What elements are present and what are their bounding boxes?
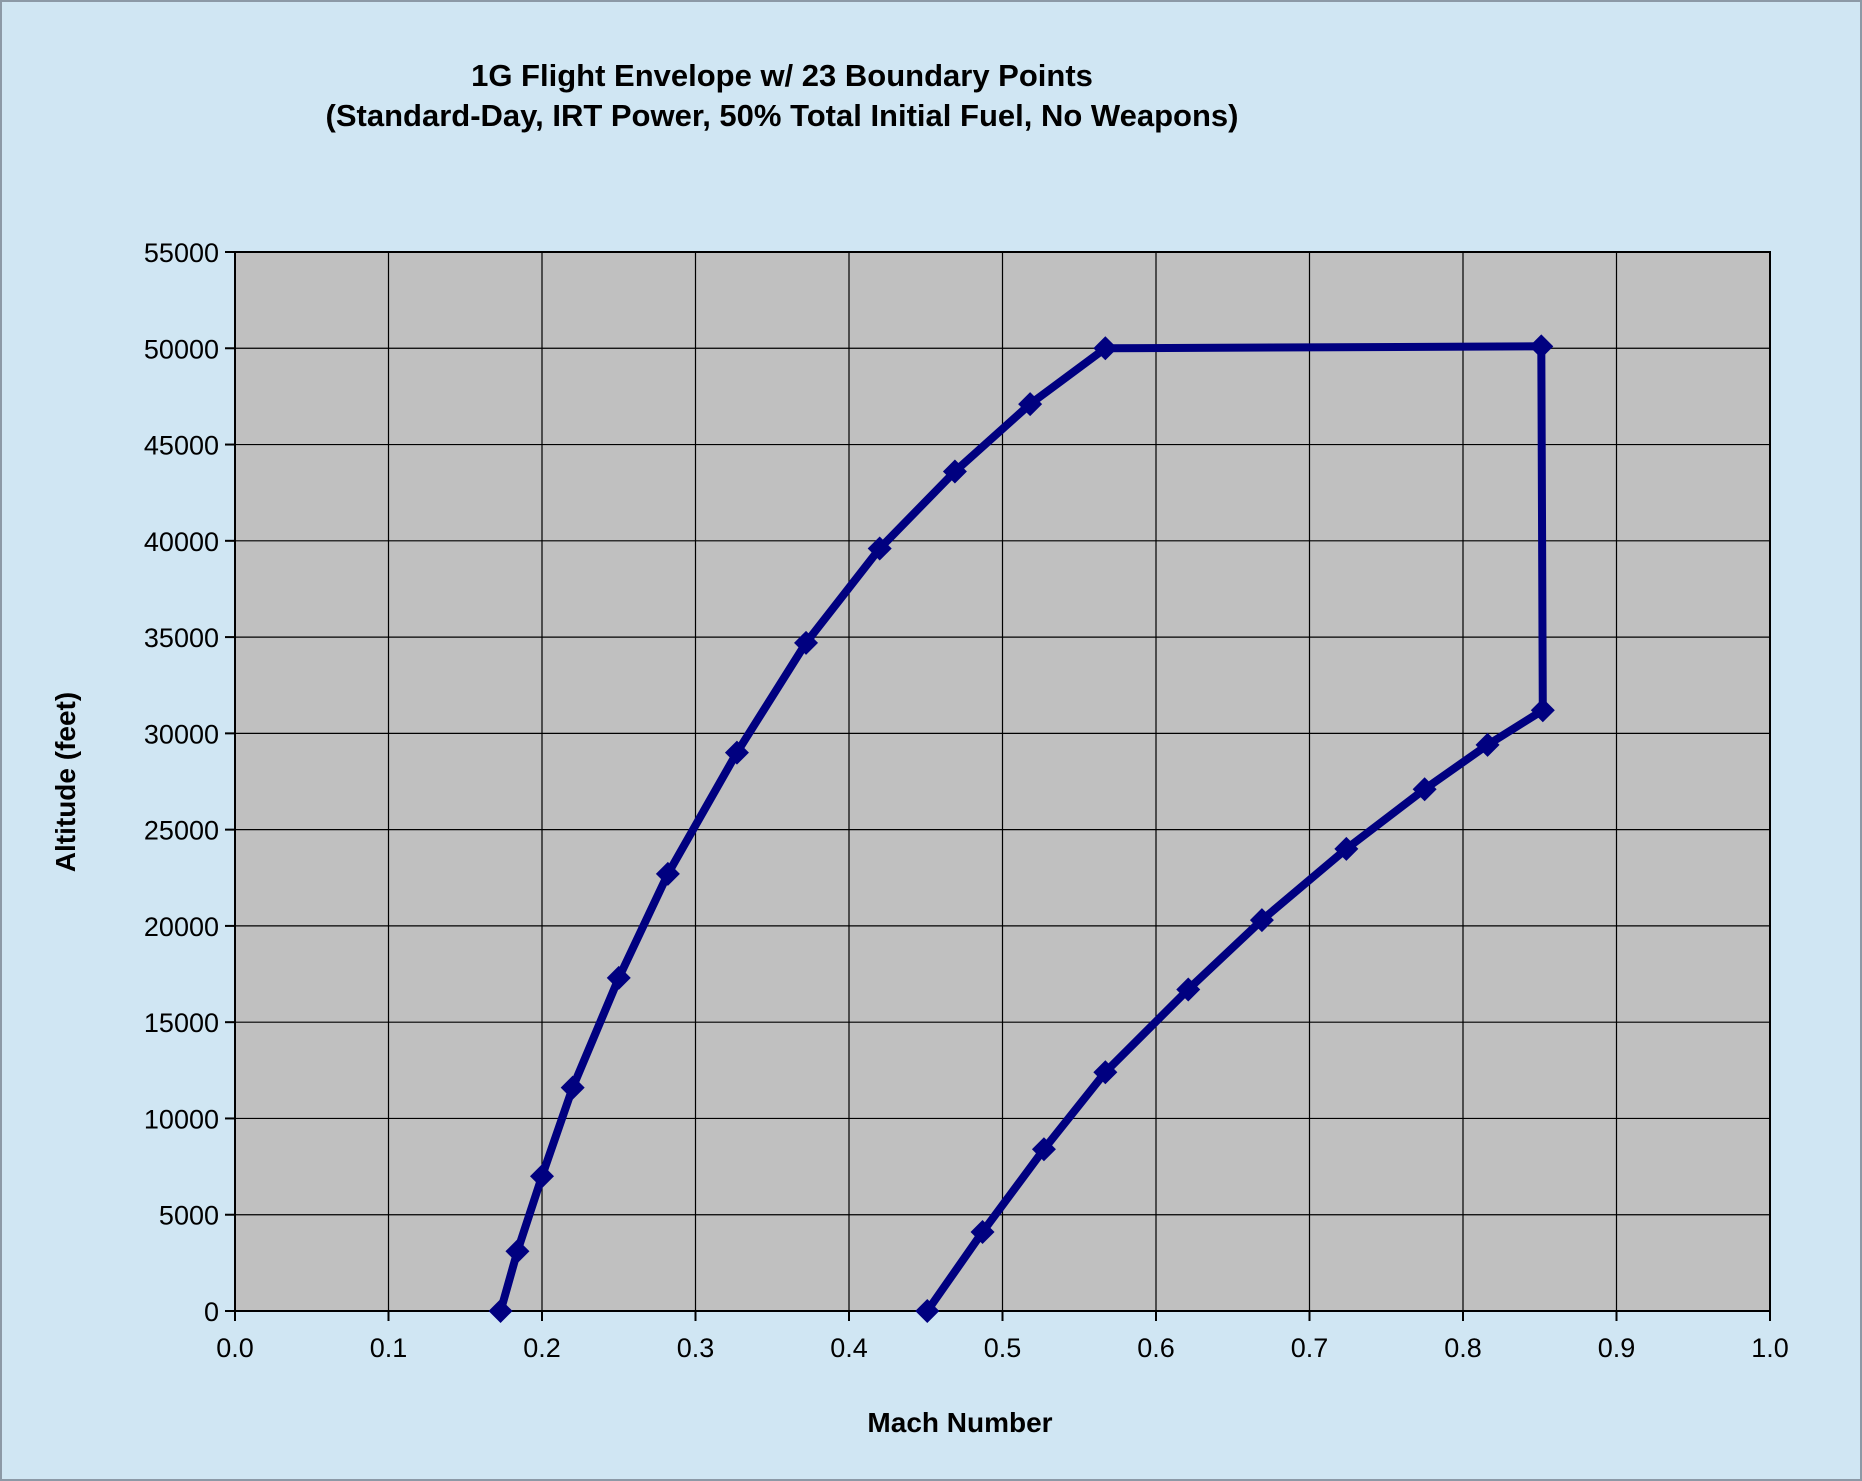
data-point-marker: [530, 1164, 554, 1189]
y-tick-label: 35000: [144, 623, 219, 653]
x-tick-label: 0.4: [830, 1333, 868, 1363]
y-tick-label: 50000: [144, 334, 219, 364]
data-point-marker: [1334, 836, 1359, 861]
data-point-marker: [655, 861, 680, 886]
data-point-marker: [488, 1299, 513, 1323]
data-series: [488, 334, 1555, 1323]
y-tick-label: 45000: [144, 431, 219, 461]
y-tick-label: 40000: [144, 527, 219, 557]
x-tick-label: 0.5: [984, 1333, 1022, 1363]
data-point-marker: [724, 740, 749, 765]
x-tick-label: 0.0: [216, 1333, 254, 1363]
x-tick-label: 0.6: [1137, 1333, 1175, 1363]
data-point-marker: [1093, 1060, 1118, 1085]
data-point-marker: [794, 630, 819, 655]
y-tick-label: 55000: [144, 238, 219, 268]
data-point-marker: [1412, 777, 1437, 802]
data-point-marker: [1031, 1137, 1056, 1162]
data-point-marker: [1176, 977, 1201, 1002]
data-point-marker: [867, 536, 892, 561]
data-point-marker: [606, 965, 631, 990]
y-tick-label: 5000: [159, 1201, 219, 1231]
x-tick-label: 0.1: [370, 1333, 408, 1363]
data-point-marker: [1475, 732, 1500, 757]
y-tick-label: 25000: [144, 816, 219, 846]
chart-title: 1G Flight Envelope w/ 23 Boundary Points: [471, 58, 1093, 93]
gridlines: [234, 251, 1771, 1312]
data-point-marker: [1018, 392, 1043, 417]
data-point-marker: [1530, 698, 1555, 723]
y-tick-label: 20000: [144, 912, 219, 942]
data-point-marker: [942, 459, 967, 484]
x-tick-label: 0.3: [677, 1333, 715, 1363]
x-tick-label: 0.2: [523, 1333, 561, 1363]
data-point-marker: [1529, 334, 1554, 359]
x-axis-title: Mach Number: [867, 1407, 1052, 1438]
data-point-marker: [970, 1220, 995, 1245]
data-point-marker: [1093, 336, 1118, 361]
y-tick-label: 0: [204, 1297, 219, 1327]
data-point-marker: [560, 1075, 585, 1100]
y-tick-label: 30000: [144, 719, 219, 749]
chart-subtitle: (Standard-Day, IRT Power, 50% Total Init…: [326, 98, 1239, 133]
data-point-marker: [915, 1299, 940, 1323]
x-tick-label: 0.8: [1444, 1333, 1482, 1363]
y-tick-label: 10000: [144, 1104, 219, 1134]
data-point-marker: [1249, 908, 1274, 933]
data-point-marker: [505, 1239, 530, 1264]
x-tick-label: 0.7: [1291, 1333, 1329, 1363]
axis-ticks: 0.0 0.1 0.2 0.3 0.4 0.5 0.6 0.7 0.8 0.9 1.0 0 5000 10…: [144, 238, 1789, 1363]
y-axis-title: Altitude (feet): [50, 692, 81, 872]
x-tick-label: 1.0: [1751, 1333, 1789, 1363]
y-tick-label: 15000: [144, 1008, 219, 1038]
x-tick-label: 0.9: [1598, 1333, 1636, 1363]
